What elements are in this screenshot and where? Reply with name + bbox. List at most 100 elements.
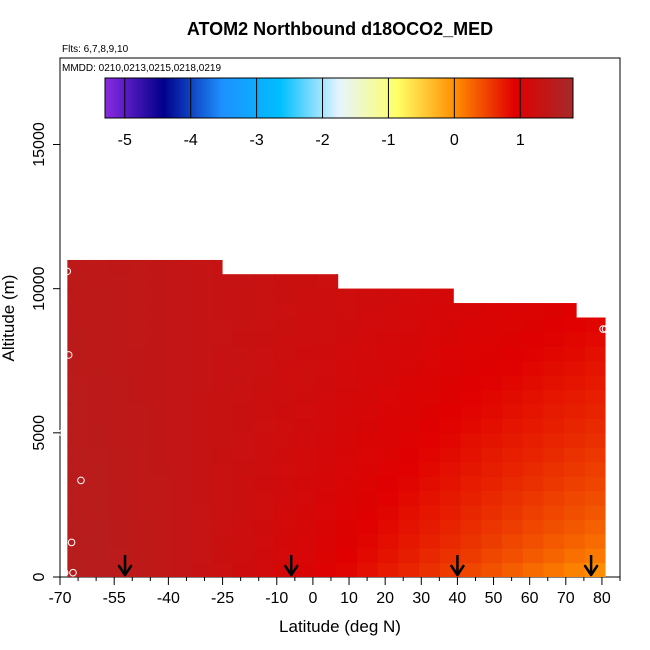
field-cell [170,447,193,463]
field-cell [543,504,565,520]
field-cell [543,303,565,319]
field-cell [170,562,193,577]
field-cell [439,490,462,506]
field-cell [522,418,545,434]
field-cell [274,303,296,319]
field-cell [87,447,110,463]
y-tick-label: 15000 [31,122,48,167]
field-cell [87,274,110,290]
field-cell [398,375,420,391]
field-cell [253,360,275,376]
field-cell [502,461,524,477]
flights-note: Flts: 6,7,8,9,10 [62,44,129,55]
field-cell [315,288,337,304]
sample-point [63,267,72,276]
field-cell [253,447,275,463]
field-cell [253,432,275,448]
field-cell [460,504,482,520]
field-cell [150,404,172,420]
field-cell [336,317,358,333]
field-cell [357,274,379,290]
field-cell [357,317,379,333]
field-cell [315,533,337,549]
y-tick-label: 0 [31,572,48,581]
field-cell [439,418,462,434]
field-cell [294,447,317,463]
field-cell [460,476,482,492]
field-cell [419,476,441,492]
field-cell [253,519,275,535]
field-cell [543,519,565,535]
field-cell [191,447,213,463]
field-cell [170,418,193,434]
field-cell [150,562,172,577]
field-cell [315,274,337,290]
field-cell [129,432,151,448]
field-cell [543,317,565,333]
field-cell [584,274,606,290]
field-cell [419,346,441,362]
flight-arrow-head [283,564,299,577]
field-cell [232,303,255,319]
field-cell [129,360,151,376]
field-cell [336,519,358,535]
field-cell [357,476,379,492]
flight-arrow [283,555,299,577]
field-cell [150,303,172,319]
field-cell [543,562,565,577]
field-cell [294,346,317,362]
flight-arrows [117,555,599,577]
x-tick-label: 50 [485,590,503,607]
colorbar-tick-label: 0 [450,132,459,149]
x-tick-label: 0 [308,590,317,607]
field-cell [543,461,565,477]
field-cell [502,490,524,506]
field-cell [232,490,255,506]
field-cell [460,432,482,448]
field-cell [274,519,296,535]
field-cell [212,548,234,564]
field-cell [584,259,606,275]
field-cell [522,461,545,477]
field-cell [564,461,586,477]
field-cell [419,447,441,463]
field-cell [274,504,296,520]
x-tick-label: -10 [265,590,288,607]
field-cell [212,533,234,549]
field-cell [191,476,213,492]
field-cell [212,461,234,477]
field-cell [108,317,130,333]
field-cell [584,303,606,319]
dates-note: MMDD: 0210,0213,0215,0218,0219 [62,63,221,74]
sample-point [67,538,76,547]
field-cell [87,389,110,405]
field-cell [129,461,151,477]
field-cell [543,274,565,290]
field-cell [543,490,565,506]
field-cell [170,288,193,304]
field-cell [481,288,503,304]
field-cell [150,259,172,275]
field-cell [232,476,255,492]
field-cell [108,418,130,434]
field-cell [150,461,172,477]
field-cell [336,504,358,520]
field-cell [170,375,193,391]
field-cell [87,548,110,564]
field-cell [481,432,503,448]
field-cell [460,303,482,319]
field-cell [502,375,524,391]
field-cell [191,562,213,577]
field-cell [398,504,420,520]
field-cell [564,331,586,347]
field-cell [398,389,420,405]
field-cell [584,288,606,304]
field-cell [315,562,337,577]
field-cell [150,476,172,492]
field-cell [294,519,317,535]
field-cell [564,533,586,549]
x-axis-label: Latitude (deg N) [279,617,401,636]
field-cell [584,432,606,448]
x-tick-label: 20 [376,590,394,607]
field-cell [67,331,89,347]
